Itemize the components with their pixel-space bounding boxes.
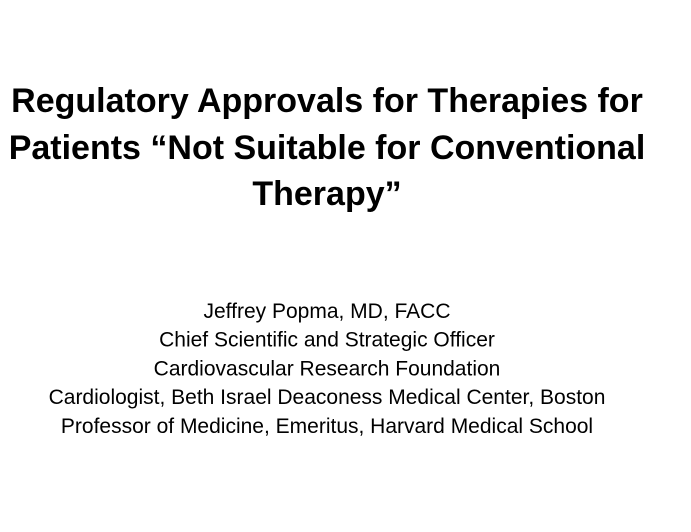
presenter-line: Professor of Medicine, Emeritus, Harvard… <box>61 415 593 438</box>
presenter-line: Jeffrey Popma, MD, FACC <box>203 300 450 323</box>
title: Regulatory Approvals for Therapies for Pa… <box>9 82 646 213</box>
presenter-block: Jeffrey Popma, MD, FACC Chief Scientific … <box>49 300 606 438</box>
title-line: Therapy” <box>252 175 401 213</box>
title-line: Regulatory Approvals for Therapies for <box>11 82 643 120</box>
presenter-line: Cardiovascular Research Foundation <box>154 357 501 380</box>
presenter-line: Chief Scientific and Strategic Officer <box>159 329 495 352</box>
presenter-line: Cardiologist, Beth Israel Deaconess Medi… <box>49 386 606 409</box>
title-line: Patients “Not Suitable for Conventional <box>9 129 646 167</box>
